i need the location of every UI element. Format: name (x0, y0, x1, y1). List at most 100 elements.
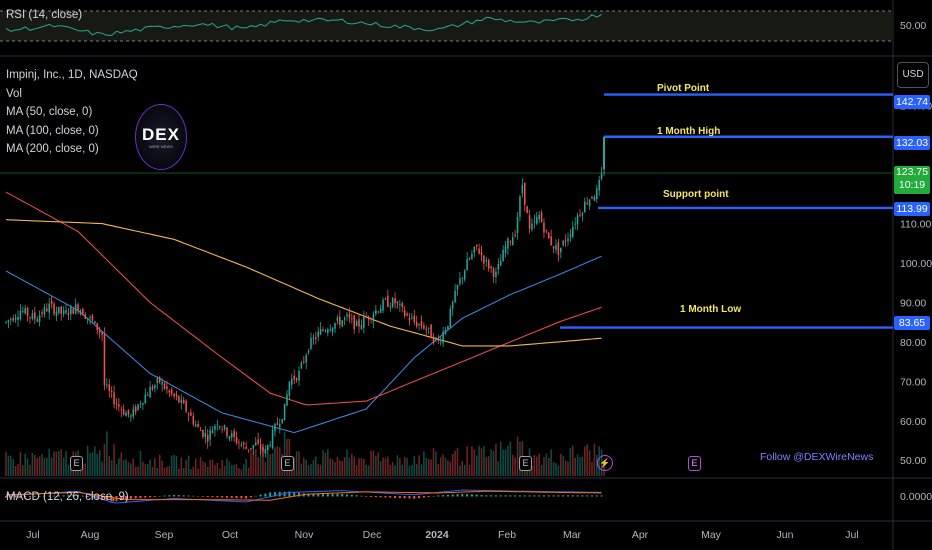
macd-line (5, 489, 602, 504)
volume-bar (115, 464, 118, 476)
ma100-legend[interactable]: MA (100, close, 0) (6, 124, 99, 137)
macd-histogram-bar (533, 495, 536, 497)
candle-body (7, 320, 10, 322)
candle-body (317, 331, 319, 337)
ma200-legend[interactable]: MA (200, close, 0) (6, 143, 99, 155)
macd-histogram-bar (192, 495, 195, 497)
volume-bar (341, 460, 344, 476)
candle-body (312, 337, 315, 339)
volume-bar (586, 444, 588, 476)
candle-body (281, 418, 283, 423)
candle-body (502, 249, 504, 262)
macd-histogram-bar (398, 496, 401, 499)
volume-bar (168, 466, 171, 476)
macd-histogram-bar (528, 495, 531, 497)
volume-bar (567, 461, 569, 476)
level-lines-layer[interactable] (560, 93, 893, 329)
volume-bar (562, 455, 564, 476)
volume-bar (360, 458, 363, 476)
volume-bar (370, 450, 372, 476)
volume-bar (264, 461, 267, 476)
candle-body (293, 375, 295, 380)
candle-body (53, 303, 55, 314)
volume-bar (67, 464, 70, 476)
earnings-badge[interactable]: E (70, 456, 83, 471)
macd-tick-label: 0.0000 (900, 491, 932, 503)
volume-bar (454, 450, 456, 476)
time-tick-label: Jul (845, 529, 858, 541)
vol-legend[interactable]: Vol (6, 87, 22, 100)
volume-bar (507, 445, 509, 476)
volume-bar (120, 452, 123, 476)
volume-bar (588, 450, 591, 476)
candle-body (70, 306, 72, 315)
volume-bar (19, 451, 22, 476)
candle-body (250, 448, 252, 450)
candle-body (262, 447, 264, 452)
candle-body (418, 323, 420, 326)
volume-bar (322, 450, 324, 476)
volume-bar (283, 432, 286, 476)
macd-histogram-bar (105, 496, 108, 501)
macd-histogram-bar (249, 496, 252, 498)
volume-bar (351, 453, 353, 476)
macd-histogram-bar (120, 496, 123, 501)
volume-bar (574, 457, 576, 476)
macd-histogram-bar (336, 493, 339, 497)
candle-body (216, 424, 219, 426)
volume-bar (173, 454, 175, 476)
candle-body (175, 394, 178, 397)
candle-body (497, 263, 500, 270)
volume-bar (396, 455, 399, 476)
volume-bar (579, 457, 581, 476)
candle-body (185, 400, 187, 412)
earnings-badge[interactable]: E (281, 456, 294, 471)
volume-bar (480, 448, 483, 476)
volume-bar (10, 455, 12, 476)
candle-body (305, 355, 307, 363)
candle-body (98, 330, 101, 333)
month-high-price-badge: 132.03 (894, 136, 930, 150)
flash-icon[interactable]: ⚡ (597, 455, 613, 471)
volume-bar (444, 457, 447, 476)
earnings-badge[interactable]: E (519, 456, 532, 471)
macd-histogram-bar (427, 496, 430, 498)
macd-legend[interactable]: MACD (12, 26, close, 9) (6, 491, 129, 503)
macd-histogram-bar (216, 496, 219, 498)
macd-histogram-bar (595, 495, 598, 497)
candle-body (523, 182, 526, 205)
chart-title[interactable]: Impinj, Inc., 1D, NASDAQ (6, 69, 138, 81)
candle-body (180, 399, 183, 404)
candle-body (242, 442, 245, 445)
upcoming-earnings-badge[interactable]: E (688, 456, 701, 471)
rsi-legend[interactable]: RSI (14, close) (6, 9, 83, 21)
candle-body (346, 314, 348, 317)
candle-body (38, 315, 41, 322)
macd-histogram-bar (542, 495, 545, 497)
volume-bar (250, 452, 252, 476)
ma200-line (5, 219, 602, 347)
candle-body (545, 230, 548, 231)
ma50-legend[interactable]: MA (50, close, 0) (6, 106, 93, 118)
candle-body (223, 425, 226, 430)
candle-body (389, 306, 392, 308)
candle-body (415, 321, 418, 327)
candlestick-layer[interactable] (5, 165, 605, 458)
currency-button[interactable]: USD (897, 62, 929, 88)
macd-histogram-bar (72, 494, 75, 497)
candle-body (228, 436, 231, 439)
last-price-badge: 123.75 10:19 (894, 166, 930, 194)
volume-bar (43, 457, 46, 476)
main-legend: Impinj, Inc., 1D, NASDAQ Vol MA (50, clo… (6, 66, 138, 159)
candle-body (466, 258, 468, 271)
volume-bar (430, 459, 432, 476)
volume-bar (483, 446, 485, 476)
candle-body (139, 403, 142, 405)
volume-bar (14, 466, 17, 476)
candle-body (132, 408, 135, 417)
macd-histogram-bar (225, 496, 228, 498)
candle-body (10, 319, 12, 320)
volume-bar (197, 468, 199, 476)
candle-body (531, 223, 533, 230)
